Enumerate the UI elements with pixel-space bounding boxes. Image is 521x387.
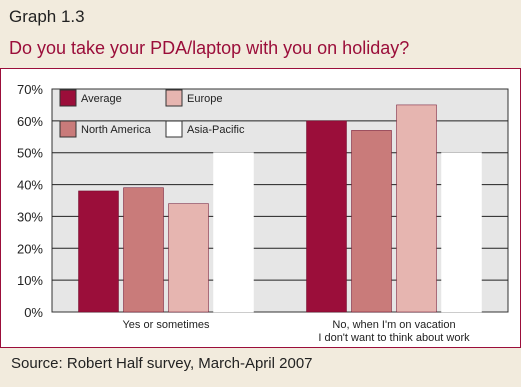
- legend-swatch: [165, 89, 183, 107]
- category-label: No, when I'm on vacation: [332, 319, 455, 331]
- legend-swatch: [165, 120, 183, 138]
- bar: [306, 120, 347, 313]
- bar: [396, 104, 437, 313]
- chart-title: Do you take your PDA/laptop with you on …: [9, 38, 410, 58]
- bar-chart: 0% 10% 20% 30% 40% 50% 60% 70% Yes or sometimes N…: [17, 82, 509, 344]
- legend-swatch: [59, 89, 77, 107]
- y-tick-label: 10%: [17, 273, 43, 288]
- y-tick-label: 70%: [17, 82, 43, 97]
- legend-label: Europe: [187, 93, 222, 105]
- bar: [78, 190, 119, 313]
- y-tick-label: 60%: [17, 114, 43, 129]
- bar: [351, 130, 392, 313]
- y-tick-label: 20%: [17, 241, 43, 256]
- y-tick-label: 50%: [17, 146, 43, 161]
- legend-swatch: [59, 120, 77, 138]
- category-label: I don't want to think about work: [318, 332, 470, 344]
- source-note: Source: Robert Half survey, March-April …: [11, 355, 313, 372]
- legend-label: Asia-Pacific: [187, 124, 245, 136]
- bar: [213, 152, 254, 313]
- bar: [123, 187, 164, 313]
- legend-label: North America: [81, 124, 152, 136]
- bar: [441, 152, 482, 313]
- bar: [168, 203, 209, 313]
- y-tick-label: 0%: [24, 305, 43, 320]
- legend-label: Average: [81, 93, 122, 105]
- graph-number: Graph 1.3: [9, 7, 85, 26]
- plot-area: [51, 88, 509, 313]
- category-label: Yes or sometimes: [122, 319, 210, 331]
- y-tick-label: 40%: [17, 178, 43, 193]
- y-tick-label: 30%: [17, 209, 43, 224]
